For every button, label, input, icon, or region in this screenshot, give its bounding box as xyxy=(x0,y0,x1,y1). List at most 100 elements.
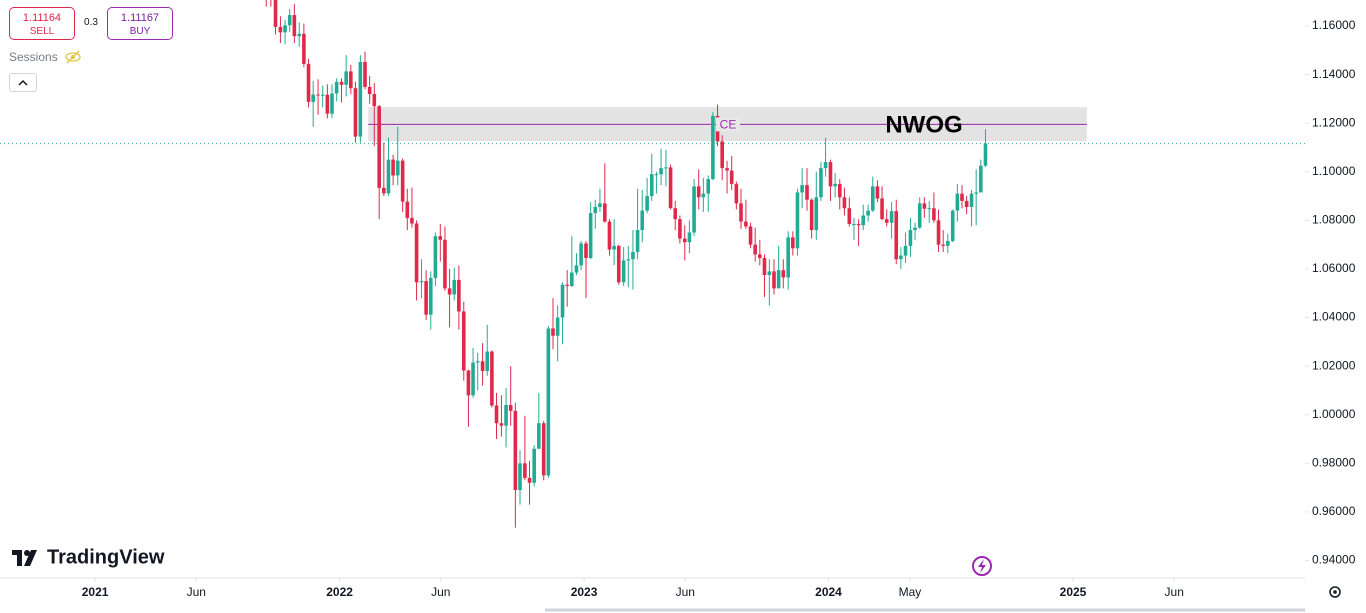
candle-body xyxy=(570,272,574,286)
candle-body xyxy=(823,162,828,169)
x-tick-label: Jun xyxy=(187,585,206,599)
candle-body xyxy=(311,94,315,102)
y-tick-label: 0.96000 xyxy=(1312,504,1356,518)
candle-body xyxy=(513,410,518,491)
candle-body xyxy=(490,351,494,406)
x-tick-label: May xyxy=(899,585,922,599)
sell-label: SELL xyxy=(29,26,55,37)
buy-button[interactable]: 1.11167 BUY xyxy=(107,7,173,40)
candle-body xyxy=(574,265,579,273)
candle-body xyxy=(762,258,767,276)
x-tick-label: 2022 xyxy=(326,585,353,599)
candle-body xyxy=(645,196,649,211)
candle-body xyxy=(960,193,964,201)
candle-body xyxy=(668,167,673,209)
candle-body xyxy=(758,254,762,259)
candle-body xyxy=(941,244,945,246)
candle-body xyxy=(551,328,555,336)
ce-label-bg xyxy=(716,117,740,132)
candle-body xyxy=(603,203,607,222)
candle-body xyxy=(776,270,781,289)
candle-body xyxy=(856,224,861,226)
candle-body xyxy=(833,183,837,187)
collapse-button[interactable] xyxy=(9,73,37,92)
candle-body xyxy=(814,197,819,231)
candle-body xyxy=(297,33,302,37)
spread: 0.3 xyxy=(84,17,98,28)
candle-body xyxy=(767,271,772,276)
candle-body xyxy=(635,230,640,252)
settings-icon[interactable] xyxy=(1329,586,1341,598)
candle-body xyxy=(339,81,344,85)
candle-body xyxy=(466,370,471,396)
candle-body xyxy=(791,237,795,249)
candle-body xyxy=(828,162,833,187)
candle-body xyxy=(621,260,626,283)
candle-body xyxy=(922,203,927,209)
candle-body xyxy=(950,210,955,242)
candle-body xyxy=(494,405,499,424)
candle-body xyxy=(889,211,894,223)
candle-body xyxy=(631,251,635,260)
candle-body xyxy=(461,311,466,371)
candle-body xyxy=(969,193,974,208)
buy-price: 1.11167 xyxy=(120,12,160,24)
candle-body xyxy=(607,221,612,250)
candle-body xyxy=(687,232,692,243)
candle-body xyxy=(598,203,602,208)
candle-body xyxy=(678,219,682,239)
candle-body xyxy=(405,201,410,218)
candle-body xyxy=(560,284,565,318)
candle-body xyxy=(654,174,659,176)
candle-body xyxy=(852,224,856,226)
candle-body xyxy=(917,203,922,228)
candle-body xyxy=(306,63,311,102)
candle-body xyxy=(584,243,588,259)
plot-area: CE NWOG xyxy=(0,0,1309,562)
candle-body xyxy=(913,227,917,231)
candle-body xyxy=(612,245,616,250)
candle-body xyxy=(353,88,358,137)
lightning-icon[interactable] xyxy=(972,556,992,576)
y-tick-label: 1.10000 xyxy=(1312,164,1356,178)
y-tick-label: 1.00000 xyxy=(1312,407,1356,421)
candle-body xyxy=(363,61,367,87)
candle-body xyxy=(471,362,475,396)
candle-body xyxy=(565,284,569,286)
candle-body xyxy=(518,463,522,491)
candle-body xyxy=(386,159,391,194)
candle-body xyxy=(786,237,790,278)
sessions-indicator[interactable]: Sessions xyxy=(9,50,58,64)
y-tick-label: 0.98000 xyxy=(1312,455,1356,469)
y-tick-label: 1.02000 xyxy=(1312,358,1356,372)
sell-price: 1.11164 xyxy=(22,12,62,24)
candle-body xyxy=(983,143,988,166)
candle-body xyxy=(546,328,551,476)
candle-body xyxy=(395,160,400,176)
candle-body xyxy=(523,463,527,478)
candle-body xyxy=(541,423,546,476)
y-tick-label: 1.08000 xyxy=(1312,213,1356,227)
candle-body xyxy=(419,281,424,283)
candle-body xyxy=(903,245,908,256)
visibility-icon[interactable] xyxy=(64,49,82,65)
candle-body xyxy=(349,71,353,89)
candle-body xyxy=(391,159,395,176)
candle-body xyxy=(861,215,866,226)
candle-body xyxy=(452,279,457,295)
candle-body xyxy=(358,61,363,137)
candle-body xyxy=(278,26,283,33)
candle-body xyxy=(579,243,583,266)
y-tick-label: 1.12000 xyxy=(1312,115,1356,129)
candle-body xyxy=(410,217,414,224)
candle-body xyxy=(805,185,809,200)
y-tick-label: 0.94000 xyxy=(1312,553,1356,567)
candle-body xyxy=(729,170,734,184)
candle-body xyxy=(837,183,842,198)
sell-button[interactable]: 1.11164 SELL xyxy=(9,7,75,40)
candle-body xyxy=(325,94,330,114)
candle-body xyxy=(344,71,348,85)
candle-body xyxy=(673,208,678,220)
y-tick-label: 1.14000 xyxy=(1312,67,1356,81)
